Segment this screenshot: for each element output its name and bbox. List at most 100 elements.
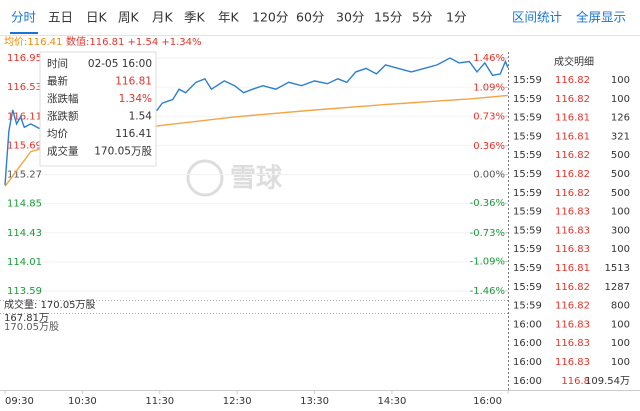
tool-button[interactable]: 区间统计 [512,10,562,25]
trade-time: 16:00 [513,376,542,387]
tab[interactable]: 月K [152,10,174,25]
trade-volume: 100 [611,244,630,255]
volume-label: 成交量: 170.05万股 [4,298,96,311]
trade-volume: 1513 [605,263,630,274]
tab[interactable]: 1分 [446,10,466,25]
trade-volume: 100 [611,207,630,218]
tooltip: 时间 02-05 16:00 最新 116.81 涨跌幅 1.34% 涨跌额 1.54 均价 11… [39,51,157,167]
trade-time: 15:59 [513,131,542,142]
tab[interactable]: 日K [86,10,108,25]
tooltip-value: 116.41 [115,128,152,140]
y-tick-label: 113.59 [7,286,42,297]
trade-price: 116.83 [555,244,590,255]
trade-volume: 500 [611,188,630,199]
tooltip-key: 均价 [47,128,68,140]
trade-time: 15:59 [513,188,542,199]
trade-price: 116.82 [555,188,590,199]
y-tick-label: 114.01 [7,257,42,268]
y2-tick-label: -1.09% [470,256,505,267]
watermark: 雪球 [186,159,283,197]
trade-volume: 100 [611,338,630,349]
trade-price: 116.83 [555,225,590,236]
tool-button[interactable]: 全屏显示 [576,10,626,25]
trade-volume: 300 [611,225,630,236]
y2-tick-label: 1.46% [473,53,505,64]
x-tick-label: 09:30 [5,396,34,407]
trade-price: 116.83 [555,319,590,330]
tab[interactable]: 5分 [412,10,432,25]
y2-tick-label: 0.00% [473,170,505,181]
trade-price: 116.83 [555,338,590,349]
y-tick-label: 114.85 [7,199,42,210]
watermark-icon [186,159,224,197]
trade-time: 15:59 [513,75,542,86]
trade-time: 15:59 [513,150,542,161]
trade-volume: 100 [611,75,630,86]
trade-price: 116.81 [555,131,590,142]
trade-time: 15:59 [513,244,542,255]
trade-volume: 126 [611,113,630,124]
y2-tick-label: 1.09% [473,83,505,94]
volume-max: 167.81万 [4,313,49,324]
y2-tick-label: 0.36% [473,141,505,152]
average-info: 均价:116.41 [4,36,62,48]
tooltip-key: 成交量 [47,145,79,158]
volume-unit: 170.05万股 [4,321,59,333]
value-info: 数值:116.81 +1.54 +1.34% [66,35,202,48]
trade-price: 116.82 [555,150,590,161]
trade-time: 16:00 [513,338,542,349]
y-tick-label: 114.43 [7,228,42,239]
tab[interactable]: 季K [184,10,206,25]
trade-volume: 800 [611,301,630,312]
trade-price: 116.82 [555,75,590,86]
trade-price: 116.8 [561,376,590,387]
tooltip-value: 1.54 [129,111,153,123]
tooltip-value: 1.34% [119,93,152,105]
trade-time: 15:59 [513,225,542,236]
tab[interactable]: 五日 [48,10,73,25]
y2-tick-label: 0.73% [473,111,505,122]
y-tick-label: 115.27 [7,170,42,181]
watermark-text: 雪球 [230,164,283,194]
tab[interactable]: 30分 [336,10,364,25]
trade-price: 116.83 [555,357,590,368]
trade-time: 15:59 [513,113,542,124]
x-tick-label: 10:30 [68,396,97,407]
y2-tick-label: -1.46% [470,286,505,297]
trade-price: 116.81 [555,263,590,274]
trade-volume: 500 [611,169,630,180]
trade-time: 15:59 [513,169,542,180]
trade-volume: 500 [611,150,630,161]
y2-tick-label: -0.36% [470,198,505,209]
trade-time: 15:59 [513,263,542,274]
trade-price: 116.82 [555,94,590,105]
trades-title: 成交明细 [554,55,594,68]
tab[interactable]: 分时 [11,10,37,25]
tab[interactable]: 周K [118,10,140,25]
tab[interactable]: 60分 [296,10,324,25]
trade-volume: 1287 [605,282,630,293]
tooltip-value: 02-05 16:00 [88,58,152,70]
tooltip-key: 涨跌幅 [47,92,79,105]
trade-time: 15:59 [513,94,542,105]
trade-price: 116.82 [555,282,590,293]
x-tick-label: 11:30 [145,396,174,407]
trade-time: 15:59 [513,282,542,293]
tab[interactable]: 年K [218,10,240,25]
trade-price: 116.82 [555,301,590,312]
tooltip-value: 116.81 [115,76,152,88]
x-tick-label: 16:00 [473,396,502,407]
tooltip-key: 最新 [47,75,68,88]
y2-tick-label: -0.73% [470,228,505,239]
trade-volume: 100 [611,357,630,368]
tab[interactable]: 120分 [252,10,288,25]
tab[interactable]: 15分 [374,10,402,25]
x-tick-label: 14:30 [378,396,407,407]
y-tick-label: 116.11 [7,111,42,122]
trade-volume: 109.54万 [585,376,630,387]
tooltip-value: 170.05万股 [94,146,152,158]
trade-time: 16:00 [513,357,542,368]
trade-volume: 100 [611,319,630,330]
